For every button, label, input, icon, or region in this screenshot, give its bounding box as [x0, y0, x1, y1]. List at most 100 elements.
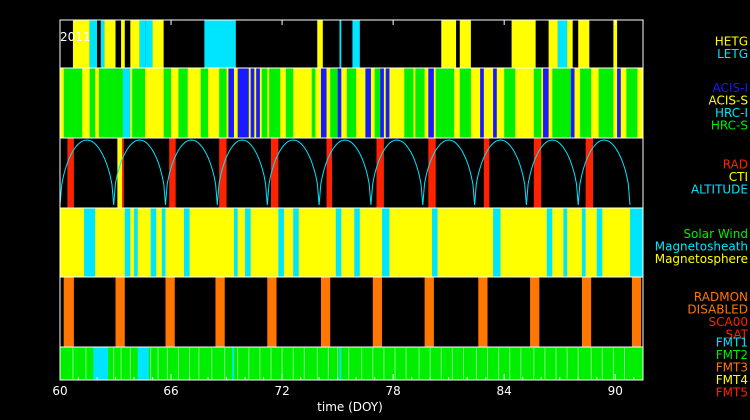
- radmon-segment-6: [372, 277, 383, 347]
- panel-instrument: [59, 67, 644, 139]
- region-segment-3: [150, 208, 157, 277]
- radmon-background: [60, 277, 643, 347]
- region-segment-13: [432, 208, 438, 277]
- radmon-segment-0: [63, 277, 74, 347]
- grating-segment-21: [613, 20, 618, 68]
- grating-segment-18: [557, 20, 568, 68]
- instrument-segment-14: [269, 68, 281, 138]
- legend-radmon-sca00: SCA00: [709, 315, 748, 329]
- legend-radiation-cti: CTI: [729, 170, 748, 184]
- legend-instrument-acis-i: ACIS-I: [713, 81, 748, 95]
- legend-grating-letg: LETG: [717, 47, 748, 61]
- legend-radmon-sat: SAT: [726, 328, 749, 342]
- instrument-segment-10: [237, 68, 255, 138]
- region-segment-15: [546, 208, 553, 277]
- radiation-segment-0: [67, 138, 74, 208]
- instrument-segment-7: [200, 68, 209, 138]
- instrument-segment-17: [320, 68, 327, 138]
- grating-segment-9: [152, 20, 164, 68]
- legend-grating-hetg: HETG: [715, 35, 748, 49]
- region-segment-4: [161, 208, 166, 277]
- instrument-segment-16: [311, 68, 316, 138]
- instrument-segment-2: [98, 68, 123, 138]
- instrument-segment-9: [228, 68, 234, 138]
- x-tick-label-78: 78: [386, 384, 401, 398]
- region-segment-6: [233, 208, 238, 277]
- grating-segment-10: [204, 20, 236, 68]
- panel-region: [59, 207, 644, 278]
- grating-segment-11: [317, 20, 323, 68]
- instrument-segment-8: [219, 68, 227, 138]
- instrument-segment-15: [285, 68, 294, 138]
- instrument-segment-19: [337, 68, 342, 138]
- radiation-segment-5: [270, 138, 279, 208]
- radmon-segment-5: [320, 277, 331, 347]
- region-segment-0: [84, 208, 96, 277]
- radiation-segment-10: [533, 138, 542, 208]
- instrument-segment-36: [570, 68, 575, 138]
- legend-format-fmt1: FMT1: [716, 335, 748, 349]
- instrument-segment-29: [459, 68, 471, 138]
- region-background: [60, 208, 643, 277]
- x-axis-label: time (DOY): [317, 400, 383, 414]
- instrument-segment-5: [163, 68, 172, 138]
- legend-region-solar-wind: Solar Wind: [683, 227, 748, 241]
- grating-segment-20: [578, 20, 590, 68]
- instrument-segment-18: [330, 68, 338, 138]
- radmon-segment-2: [165, 277, 175, 347]
- year-label: 2011: [60, 30, 91, 44]
- grating-segment-19: [567, 20, 573, 68]
- radmon-segment-11: [631, 277, 642, 347]
- legend-format-fmt2: FMT2: [716, 348, 748, 362]
- instrument-segment-20: [346, 68, 357, 138]
- radiation-segment-6: [326, 138, 333, 208]
- radiation-segment-9: [483, 138, 490, 208]
- legend-instrument-hrc-s: HRC-S: [711, 119, 748, 133]
- region-segment-1: [124, 208, 131, 277]
- region-segment-19: [630, 208, 643, 277]
- instrument-segment-27: [428, 68, 434, 138]
- legend-region-magnetosphere: Magnetosphere: [655, 252, 748, 266]
- grating-segment-16: [511, 20, 536, 68]
- x-axis: 60 66 72 78 84 90: [52, 20, 635, 398]
- x-tick-label-72: 72: [274, 384, 289, 398]
- radmon-segment-8: [478, 277, 488, 347]
- instrument-segment-22: [374, 68, 381, 138]
- instrument-segment-23: [380, 68, 384, 138]
- x-tick-label-90: 90: [608, 384, 623, 398]
- legend-radmon-radmon: RADMON: [694, 290, 748, 304]
- grating-segment-3: [100, 20, 105, 68]
- legend-format-fmt5: FMT5: [716, 385, 748, 399]
- instrument-segment-13: [261, 68, 268, 138]
- grating-segment-8: [145, 20, 153, 68]
- instrument-segment-4: [132, 68, 146, 138]
- region-segment-18: [596, 208, 603, 277]
- legend-format-fmt4: FMT4: [716, 373, 748, 387]
- instrument-segment-40: [626, 68, 638, 138]
- format-segment-1: [137, 347, 149, 380]
- grating-segment-15: [459, 20, 471, 68]
- radiation-segment-4: [219, 138, 227, 208]
- instrument-segment-38: [598, 68, 614, 138]
- region-segment-7: [245, 208, 251, 277]
- instrument-segment-34: [543, 68, 549, 138]
- radmon-segment-10: [581, 277, 592, 347]
- grating-segment-2: [97, 20, 101, 68]
- grating-segment-1: [89, 20, 98, 68]
- grating-segment-14: [441, 20, 457, 68]
- instrument-segment-0: [63, 68, 83, 138]
- instrument-segment-11: [248, 68, 251, 138]
- instrument-segment-37: [580, 68, 592, 138]
- instrument-segment-31: [493, 68, 497, 138]
- radmon-segment-4: [267, 277, 277, 347]
- panels-group: [59, 19, 644, 381]
- legend-format-fmt3: FMT3: [716, 360, 748, 374]
- panel-radmon: [59, 276, 644, 348]
- grating-segment-13: [352, 20, 360, 68]
- grating-segment-6: [130, 20, 140, 68]
- legend-radiation-altitude: ALTITUDE: [691, 182, 748, 196]
- format-segment-2: [232, 347, 234, 380]
- instrument-segment-33: [533, 68, 542, 138]
- radiation-segment-8: [428, 138, 436, 208]
